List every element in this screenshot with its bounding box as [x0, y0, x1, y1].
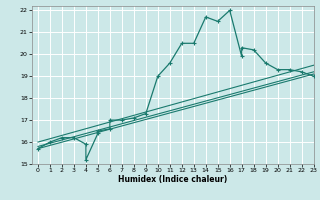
X-axis label: Humidex (Indice chaleur): Humidex (Indice chaleur) — [118, 175, 228, 184]
